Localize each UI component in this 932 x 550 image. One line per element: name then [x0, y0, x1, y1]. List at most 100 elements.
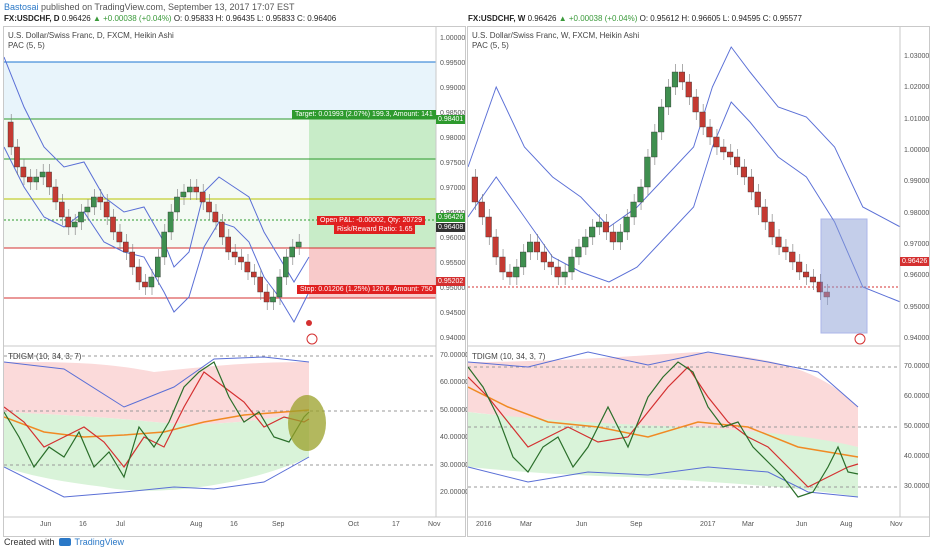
left-event-marker[interactable]	[306, 333, 318, 345]
left-ind-red-cloud	[4, 362, 309, 424]
left-indicator-label: TDIGM (10, 34, 3, 7)	[8, 352, 82, 361]
left-ind-tick: 30.00000	[440, 461, 470, 469]
left-time-tick: 16	[230, 521, 238, 528]
footer: Created with TradingView	[0, 534, 932, 550]
right-ind-upper-band	[468, 351, 859, 408]
right-time-tick: Aug	[840, 521, 853, 528]
candle-body	[747, 176, 754, 193]
candle-body	[250, 271, 257, 278]
left-highlight-ellipse[interactable]	[288, 395, 326, 451]
candle-body	[135, 266, 142, 283]
candle-body	[513, 266, 520, 278]
right-price-tick: 0.97000	[904, 241, 930, 248]
candle-body	[116, 231, 123, 243]
right-chart-svg[interactable]	[468, 27, 929, 536]
right-price-tick: 0.99000	[904, 178, 930, 186]
left-price-tick: 0.99000	[440, 85, 466, 92]
right-ind-tick: 40.0000	[904, 453, 930, 460]
left-ind-tick: 20.00000	[440, 489, 470, 496]
candle-body	[499, 256, 506, 273]
left-price-tick: 1.00000	[440, 35, 466, 42]
candle-body	[547, 261, 554, 268]
left-chart-svg[interactable]	[4, 27, 465, 536]
left-price-tick: 0.99500	[440, 60, 466, 67]
candle-body	[27, 176, 33, 183]
candle-body	[527, 241, 534, 253]
left-tag-price: 0.96426	[436, 213, 466, 222]
candle-body	[206, 201, 212, 213]
candle-body	[174, 196, 180, 213]
left-ind-upper-band	[4, 356, 310, 408]
right-ind-tick: 30.0000	[904, 483, 930, 490]
left-target-box[interactable]: Target: 0.01993 (2.07%) 199.3, Amount: 1…	[292, 110, 436, 119]
left-time-tick: Jul	[116, 521, 125, 528]
candle-body	[685, 81, 692, 98]
candle-body	[609, 231, 616, 243]
right-price-tick: 1.02000	[904, 84, 930, 92]
candle-body	[257, 276, 264, 293]
left-event-dot[interactable]	[306, 320, 312, 326]
candle-body	[180, 191, 187, 198]
candle-body	[720, 146, 727, 153]
left-green-band	[4, 119, 309, 248]
right-time-tick: 2017	[700, 521, 716, 528]
candle-body	[129, 251, 135, 268]
left-stop-box[interactable]: Stop: 0.01206 (1.25%) 120.6, Amount: 750	[297, 285, 436, 294]
tradingview-logo-icon[interactable]	[58, 538, 71, 546]
right-ind-green-cloud	[468, 412, 858, 497]
right-price-tick: 1.01000	[904, 115, 930, 123]
right-ind-red-cloud	[468, 352, 858, 447]
left-time-tick: 17	[392, 521, 400, 528]
right-ind-red-line	[468, 366, 859, 488]
right-ind-green-line	[468, 361, 859, 498]
left-time-tick: Oct	[348, 521, 359, 528]
left-tag-target: 0.98401	[436, 115, 466, 124]
candle-body	[809, 276, 817, 283]
right-ind-signal	[468, 386, 859, 458]
right-time-tick: Nov	[890, 521, 903, 528]
right-tag-price: 0.96426	[900, 257, 930, 266]
candle-body	[52, 186, 59, 203]
right-chart[interactable]: U.S. Dollar/Swiss Franc, W, FXCM, Heikin…	[467, 26, 930, 537]
left-open-pnl-box[interactable]: Open P&L: -0.00002, Qty: 20729	[317, 216, 425, 225]
candle-body	[238, 256, 244, 263]
candle-body	[616, 231, 623, 243]
right-price-tick: 0.95000	[904, 303, 930, 311]
candle-body	[492, 236, 499, 258]
left-symbol[interactable]: FX:USDCHF, D	[4, 14, 60, 23]
author-link[interactable]: Bastosai	[4, 2, 39, 12]
candle-body	[84, 206, 91, 213]
candle-body	[148, 276, 155, 288]
right-selection-box[interactable]	[820, 218, 868, 334]
left-risk-ratio-box[interactable]: Risk/Reward Ratio: 1.65	[334, 225, 416, 234]
left-last-price: 0.96426	[61, 14, 91, 23]
right-event-marker[interactable]	[854, 333, 866, 345]
candle-body	[727, 151, 734, 158]
candle-body	[244, 261, 251, 273]
candle-body	[212, 211, 219, 223]
right-ind-tick: 70.0000	[904, 363, 930, 370]
candle-body	[193, 186, 200, 193]
left-pac-upper	[4, 56, 310, 283]
tradingview-link[interactable]: TradingView	[74, 537, 125, 547]
left-pac-lower	[4, 146, 310, 324]
right-change: ▲ +0.00038 (+0.04%)	[558, 14, 638, 23]
candle-body	[561, 271, 568, 278]
candle-body	[478, 201, 485, 218]
candle-body	[78, 211, 84, 223]
candle-body	[803, 271, 810, 278]
candle-body	[554, 266, 561, 278]
candle-body	[167, 211, 174, 233]
candle-body	[651, 131, 658, 158]
right-time-tick: Sep	[630, 521, 643, 528]
left-ind-signal	[4, 409, 310, 438]
candle-body	[602, 221, 610, 233]
left-chart[interactable]: U.S. Dollar/Swiss Franc, D, FXCM, Heikin…	[3, 26, 470, 537]
left-price-tick: 0.98000	[440, 135, 466, 142]
left-ind-green-line	[4, 361, 310, 479]
candle-body	[65, 216, 71, 228]
candle-body	[276, 276, 283, 298]
candle-body	[46, 171, 52, 188]
candle-body	[754, 191, 761, 208]
right-symbol[interactable]: FX:USDCHF, W	[468, 14, 526, 23]
